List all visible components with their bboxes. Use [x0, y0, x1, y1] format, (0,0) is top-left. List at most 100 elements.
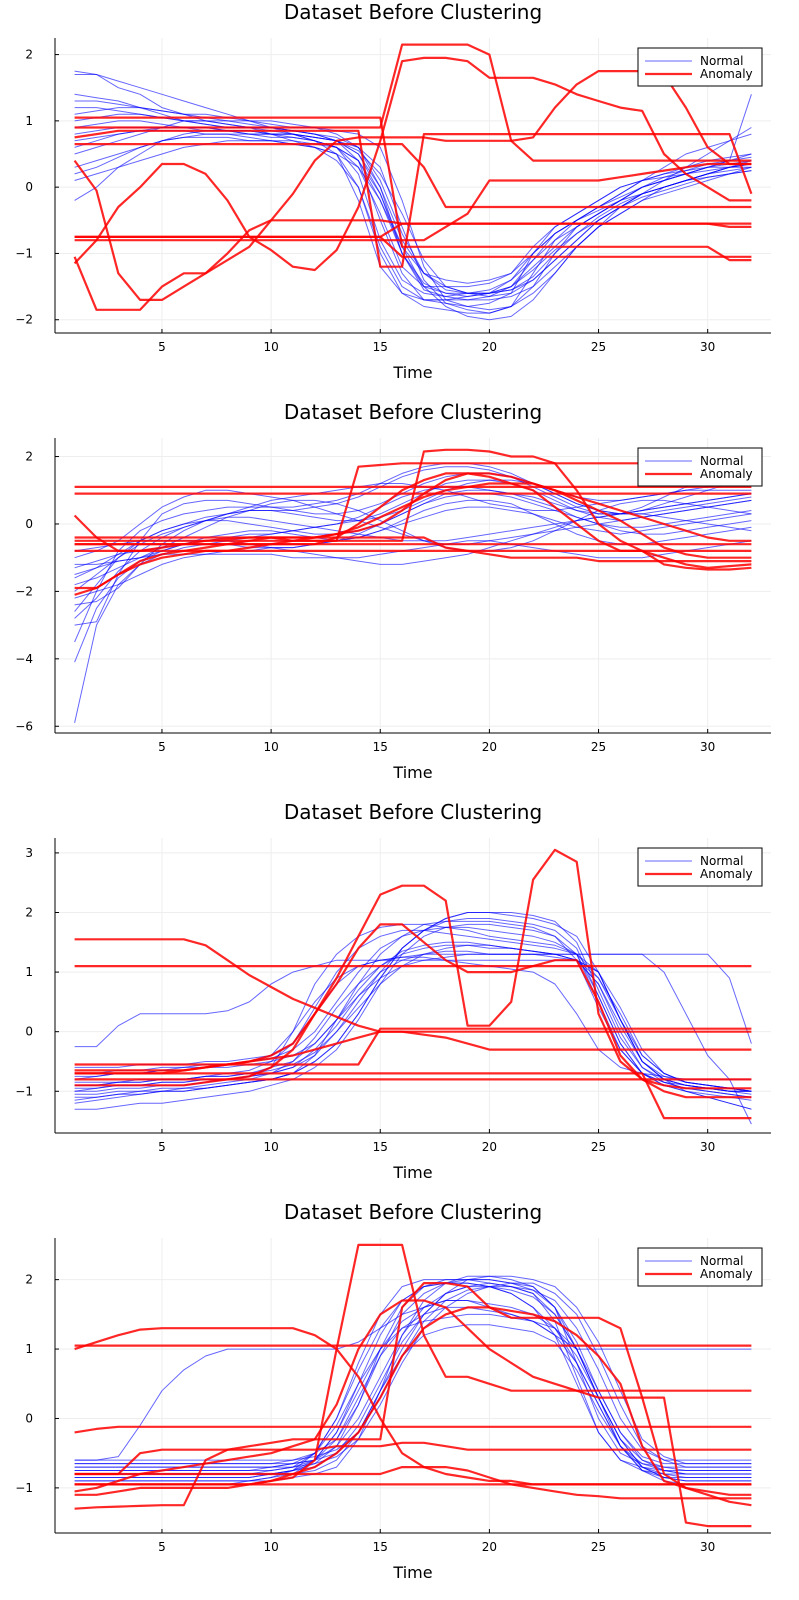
x-tick-label: 20: [482, 740, 497, 754]
x-tick-label: 30: [700, 1540, 715, 1554]
y-tick-label: 0: [25, 1025, 33, 1039]
normal-series-line-16: [74, 479, 752, 606]
x-tick-label: 20: [482, 1140, 497, 1154]
chart-panel-4: Dataset Before Clustering 5 10 15 20 25 30 −1 0 1…: [15, 1200, 771, 1582]
x-tick-label: 5: [158, 740, 166, 754]
legend-box: [637, 47, 763, 87]
normal-series-line-16: [74, 918, 752, 1101]
x-tick-label: 30: [700, 1140, 715, 1154]
x-tick-label: 15: [373, 1540, 388, 1554]
y-tick-label: −1: [15, 1084, 33, 1098]
y-tick-label: −1: [15, 246, 33, 260]
anomaly-series-line-21: [74, 1425, 752, 1434]
y-tick-label: −4: [15, 652, 33, 666]
y-tick-label: 3: [25, 846, 33, 860]
anomaly-series-line-19: [74, 1027, 752, 1066]
x-tick-label: 15: [373, 1140, 388, 1154]
anomaly-series-line-26: [74, 549, 752, 571]
anomaly-series-line-21: [73, 69, 752, 301]
chart-title: Dataset Before Clustering: [284, 800, 542, 824]
anomaly-series-line-18: [74, 43, 752, 162]
anomaly-series-line-17: [74, 116, 752, 262]
anomaly-series-line-21: [74, 1072, 752, 1120]
anomaly-series-line-20: [74, 848, 752, 1099]
y-tick-label: 2: [25, 48, 33, 62]
chart-panel-3: Dataset Before Clustering 5 10 15 20 25 30 −1 0 1…: [15, 800, 771, 1182]
y-tick-label: 1: [25, 114, 33, 128]
series-group: [73, 43, 753, 321]
legend-label-anomaly: Anomaly: [700, 467, 753, 481]
x-tick-label: 5: [158, 1540, 166, 1554]
x-tick-label: 25: [591, 740, 606, 754]
chart-title: Dataset Before Clustering: [284, 400, 542, 424]
anomaly-series-line-26: [74, 235, 752, 258]
normal-series-line-8: [74, 140, 752, 284]
anomaly-series-line-23: [74, 536, 752, 563]
legend-label-anomaly: Anomaly: [700, 1267, 753, 1281]
legend-label-anomaly: Anomaly: [700, 867, 753, 881]
y-tick-label: 1: [25, 965, 33, 979]
normal-series-line-14: [74, 94, 752, 294]
normal-series-line-8: [74, 499, 752, 586]
normal-series-line-1: [74, 486, 752, 724]
y-tick-label: −6: [15, 719, 33, 733]
x-axis-label: Time: [392, 363, 432, 382]
x-tick-label: 10: [263, 740, 278, 754]
normal-series-line-3: [74, 1282, 752, 1478]
legend-label-anomaly: Anomaly: [700, 67, 753, 81]
x-tick-label: 25: [591, 1140, 606, 1154]
x-axis-label: Time: [392, 1563, 432, 1582]
x-tick-label: 20: [482, 1540, 497, 1554]
x-tick-label: 10: [263, 1540, 278, 1554]
anomaly-series-line-23: [74, 1030, 752, 1075]
y-tick-label: 2: [25, 905, 33, 919]
normal-series-line-12: [74, 1286, 752, 1461]
y-tick-label: 1: [25, 1342, 33, 1356]
y-tick-label: 0: [25, 180, 33, 194]
normal-series-line-3: [74, 120, 752, 301]
x-tick-label: 30: [700, 340, 715, 354]
x-tick-label: 5: [158, 340, 166, 354]
y-tick-label: 0: [25, 1411, 33, 1425]
legend-box: [637, 847, 763, 887]
normal-series-line-7: [74, 1279, 752, 1465]
x-axis-label: Time: [392, 1163, 432, 1182]
anomaly-series-line-20: [74, 1281, 752, 1510]
normal-series-line-7: [74, 956, 752, 1080]
chart-title: Dataset Before Clustering: [284, 0, 542, 24]
y-tick-label: 2: [25, 450, 33, 464]
normal-series-line-11: [74, 1282, 752, 1485]
anomaly-series-line-23: [73, 219, 752, 311]
series-group: [74, 848, 752, 1125]
normal-series-line-4: [74, 1300, 752, 1461]
x-tick-label: 30: [700, 740, 715, 754]
anomaly-series-line-22: [74, 162, 752, 242]
series-group: [73, 448, 752, 724]
y-tick-label: −2: [15, 584, 33, 598]
legend-label-normal: Normal: [700, 54, 743, 68]
anomaly-series-line-17: [74, 1327, 752, 1486]
normal-series-line-10: [74, 950, 752, 1125]
anomaly-series-line-17: [74, 938, 752, 1033]
anomaly-series-line-26: [74, 1466, 752, 1500]
legend-label-normal: Normal: [700, 454, 743, 468]
x-tick-label: 5: [158, 1140, 166, 1154]
normal-series-line-12: [74, 944, 752, 1098]
y-tick-label: −1: [15, 1481, 33, 1495]
y-tick-label: −2: [15, 313, 33, 327]
y-tick-label: 2: [25, 1273, 33, 1287]
normal-series-line-9: [74, 107, 752, 311]
x-axis-label: Time: [392, 763, 432, 782]
normal-series-line-14: [74, 1306, 752, 1471]
anomaly-series-line-23: [74, 1299, 752, 1528]
chart-title: Dataset Before Clustering: [284, 1200, 542, 1224]
anomaly-series-line-25: [74, 1306, 752, 1507]
legend-box: [637, 447, 763, 487]
normal-series-line-5: [74, 953, 752, 1080]
